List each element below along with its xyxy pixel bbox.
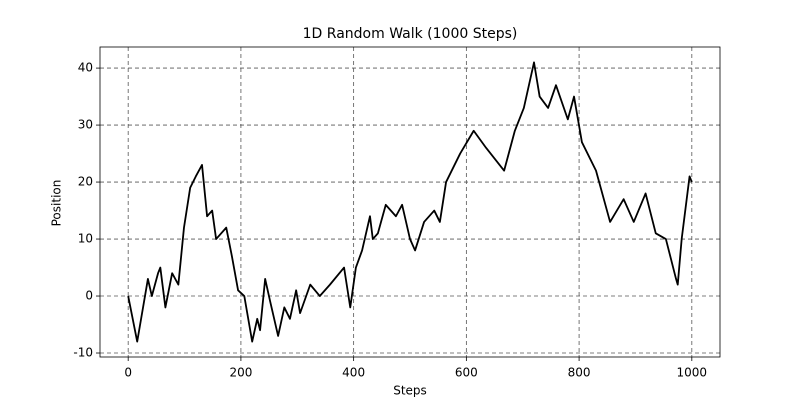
y-tick-label: 20 <box>78 175 93 189</box>
x-tick-label: 600 <box>455 366 478 380</box>
y-tick-label: 40 <box>78 61 93 75</box>
plot-frame <box>99 46 721 358</box>
x-tick-label: 800 <box>568 366 591 380</box>
line-series <box>127 61 693 343</box>
x-tick-label: 1000 <box>677 366 708 380</box>
y-tick-label: -10 <box>73 346 93 360</box>
x-axis-label: Steps <box>393 384 427 398</box>
y-axis-label: Position <box>50 180 64 227</box>
y-tick-label: 30 <box>78 118 93 132</box>
y-tick-label: 10 <box>78 232 93 246</box>
chart-title: 1D Random Walk (1000 Steps) <box>303 26 518 42</box>
x-tick-label: 0 <box>124 366 132 380</box>
x-tick-label: 200 <box>229 366 252 380</box>
x-tick-label: 400 <box>342 366 365 380</box>
y-tick-label: 0 <box>85 289 93 303</box>
